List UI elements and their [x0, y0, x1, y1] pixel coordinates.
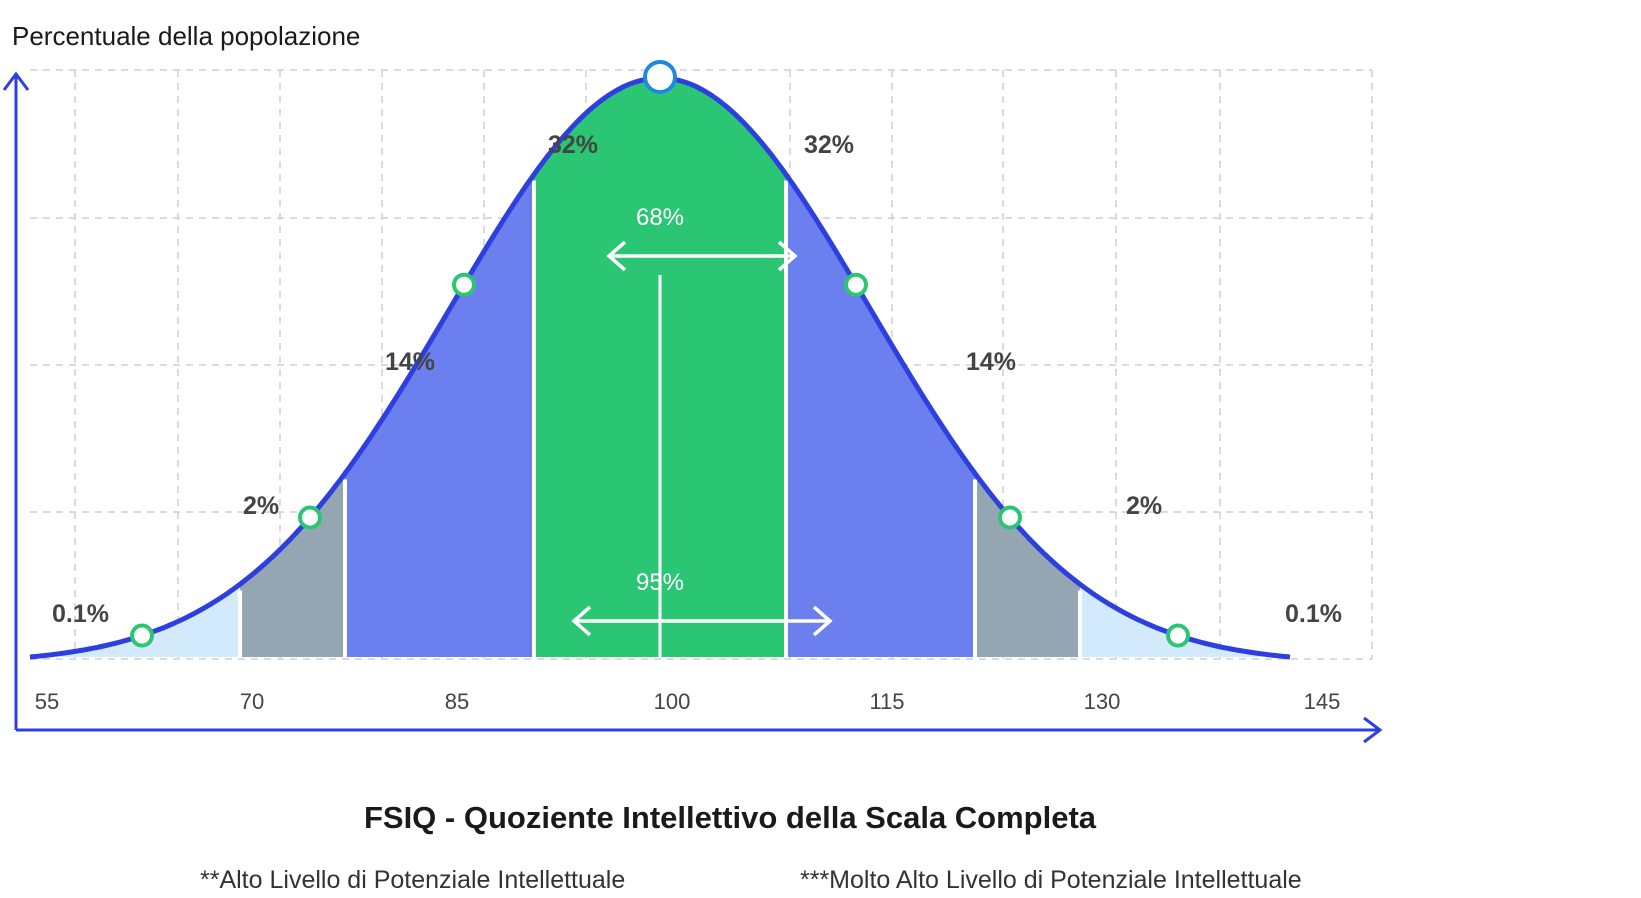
curve-marker-4	[998, 505, 1022, 530]
band-label-5: 14%	[966, 348, 1016, 376]
y-axis-arrow	[2, 71, 30, 91]
x-tick-85: 85	[445, 689, 469, 714]
arrow-95-head-left	[571, 605, 592, 637]
band-dividers	[238, 180, 1082, 657]
arrow-68-head-left	[606, 240, 627, 272]
x-tick-115: 115	[869, 689, 904, 714]
arrow-95-head-right	[812, 605, 833, 637]
band-label-7: 0.1%	[1285, 600, 1342, 628]
curve-markers	[130, 60, 1190, 648]
band-label-6: 2%	[1126, 492, 1162, 520]
band-4	[786, 174, 975, 657]
band-0	[30, 584, 240, 657]
x-tick-55: 55	[35, 689, 59, 714]
chart-title: FSIQ - Quoziente Intellettivo della Scal…	[363, 800, 1097, 835]
band-5	[975, 473, 1080, 657]
inner-label-95: 95%	[636, 569, 684, 596]
inner-label-68: 68%	[636, 204, 684, 231]
x-tick-130: 130	[1084, 689, 1121, 714]
curve-marker-3	[844, 272, 868, 297]
y-axis-label: Percentuale della popolazione	[12, 21, 360, 51]
x-tick-100: 100	[654, 689, 691, 714]
axes	[2, 71, 1383, 744]
curve-marker-2	[452, 272, 476, 297]
x-axis-arrow	[1363, 716, 1383, 744]
curve-marker-1	[298, 505, 322, 530]
band-label-2: 14%	[385, 348, 435, 376]
x-tick-145: 145	[1304, 689, 1341, 714]
note-left: **Alto Livello di Potenziale Intellettua…	[200, 866, 626, 894]
range-arrows	[571, 240, 833, 657]
chart-labels: 0.1% 2% 14% 32% 32% 14% 2% 0.1% 68% 95%	[52, 131, 1342, 628]
peak-marker	[643, 60, 677, 94]
band-6	[1080, 584, 1290, 657]
grid-lines	[30, 69, 1373, 660]
curve-marker-0	[130, 623, 154, 648]
band-label-0: 0.1%	[52, 600, 109, 628]
band-label-3: 32%	[548, 131, 598, 159]
x-tick-labels: 55 70 85 100 115 130 145	[35, 689, 1341, 714]
band-label-1: 2%	[243, 492, 279, 520]
note-right: ***Molto Alto Livello di Potenziale Inte…	[800, 866, 1302, 894]
arrow-68-head-right	[777, 240, 798, 272]
band-label-4: 32%	[804, 131, 854, 159]
band-2	[345, 174, 534, 657]
curve-marker-5	[1166, 623, 1190, 648]
x-tick-70: 70	[240, 689, 264, 714]
